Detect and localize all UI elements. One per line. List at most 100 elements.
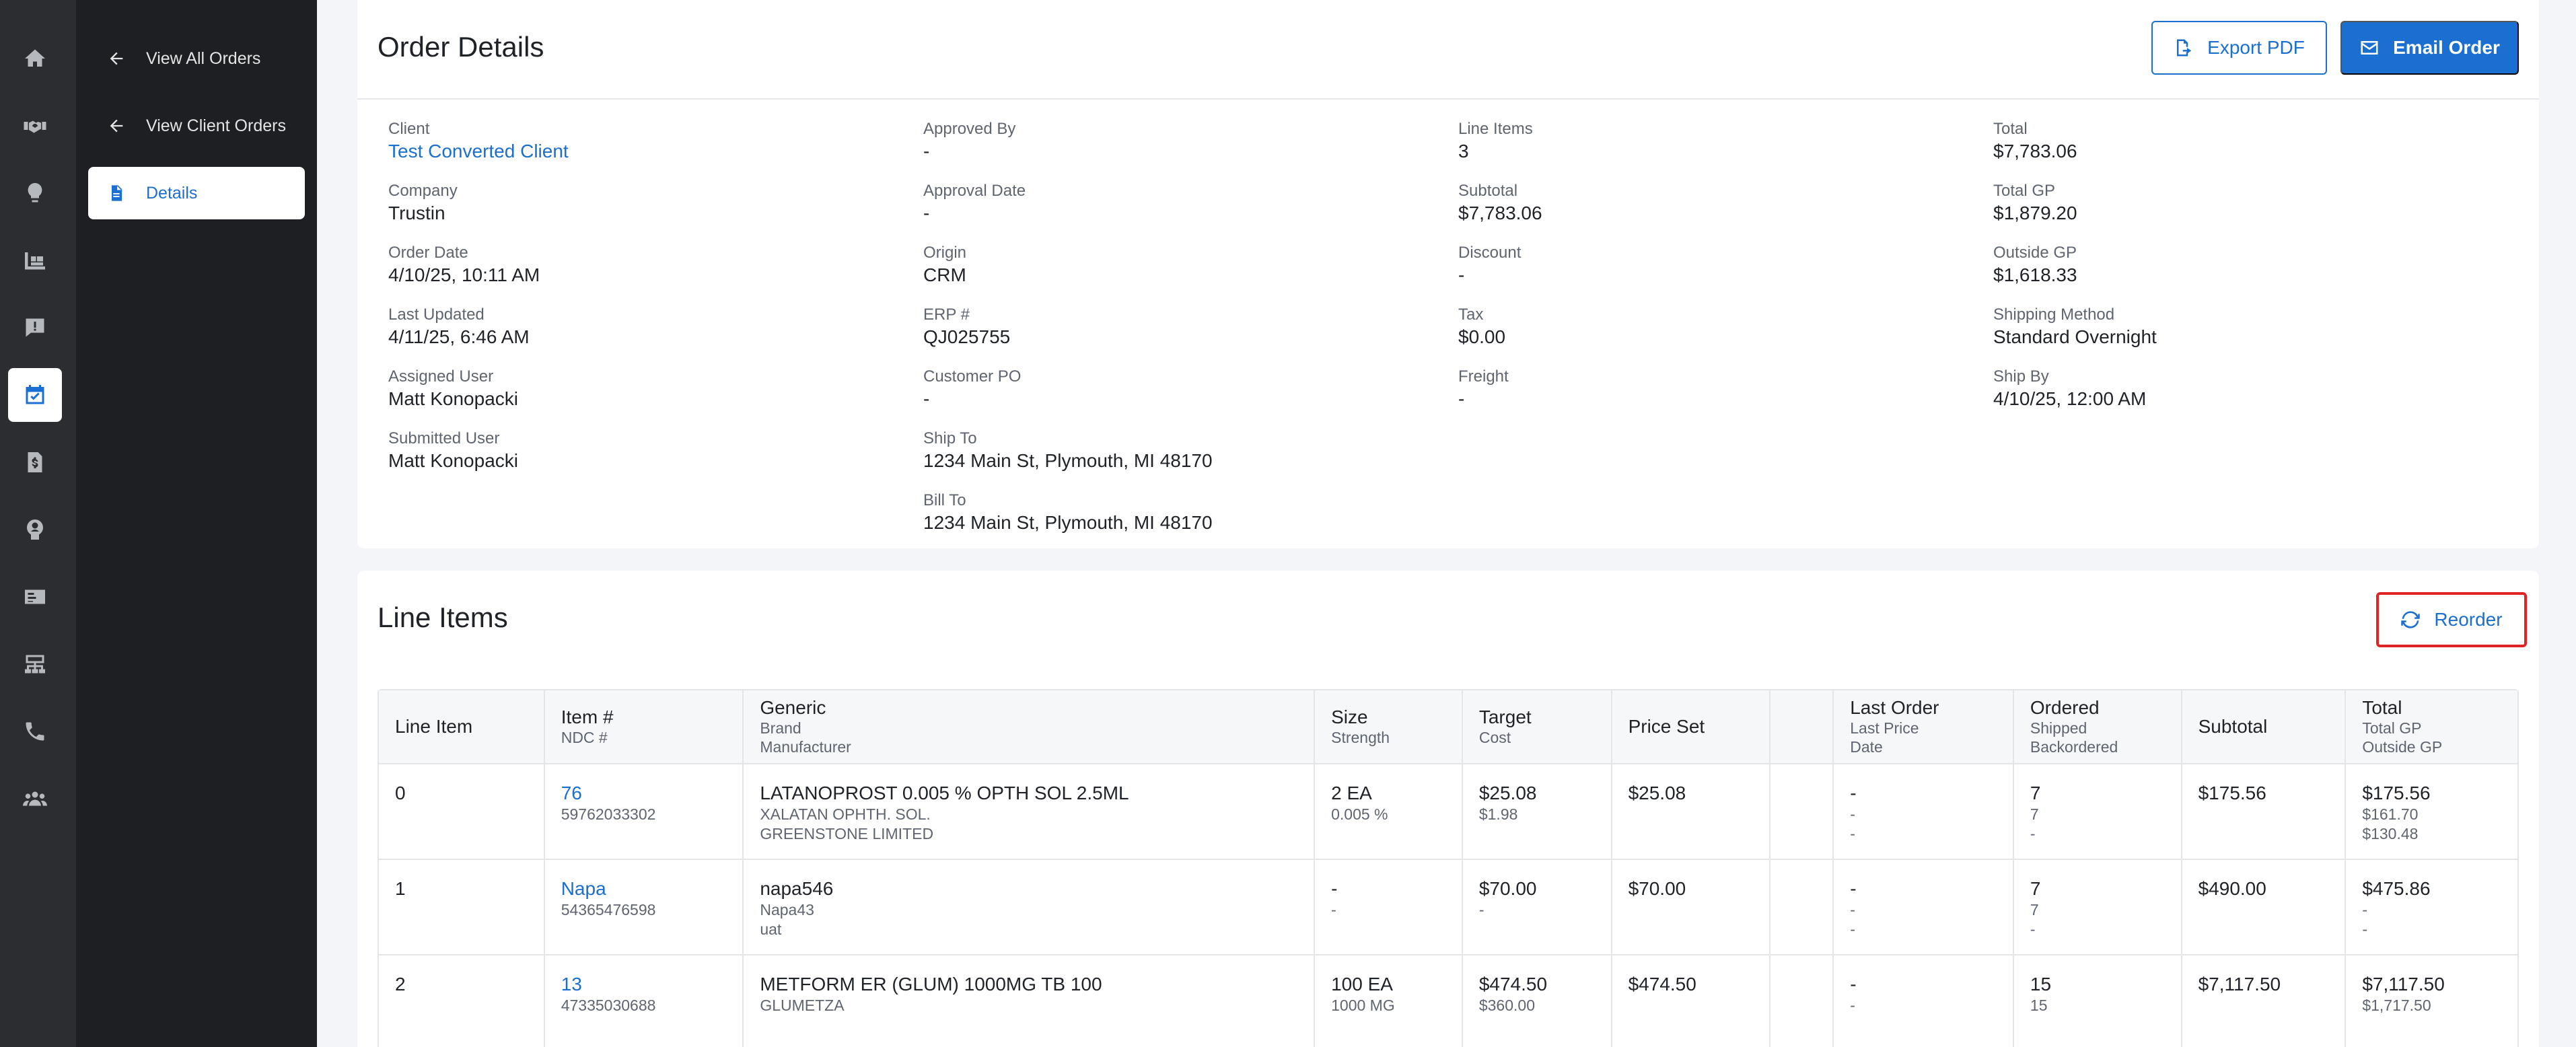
order-details-title: Order Details [378, 31, 544, 63]
nav-contacts[interactable] [8, 570, 62, 624]
cell-generic: napa546 Napa43 uat [744, 860, 1316, 954]
cell-generic: LATANOPROST 0.005 % OPTH SOL 2.5ML XALATA… [744, 764, 1316, 859]
nav-organization[interactable] [8, 637, 62, 691]
header-divider [357, 98, 2539, 100]
company-field: Company Trustin [388, 180, 900, 242]
reorder-label: Reorder [2434, 609, 2503, 630]
id-card-icon [25, 589, 45, 604]
icon-rail [0, 0, 76, 1047]
field-label: Total [1993, 120, 2028, 138]
assigned-user-field: Assigned User Matt Konopacki [388, 366, 900, 428]
cell-blank [1770, 955, 1834, 1047]
item-number-link[interactable]: 13 [561, 974, 582, 995]
table-row: 2 13 47335030688 METFORM ER (GLUM) 1000MG… [379, 955, 2517, 1047]
field-label: Order Date [388, 244, 468, 262]
reorder-button[interactable]: Reorder [2376, 592, 2527, 647]
header-size[interactable]: Size Strength [1315, 690, 1463, 763]
cell-last-order: --- [1834, 764, 2014, 859]
field-value: 3 [1458, 141, 1469, 161]
item-number-link[interactable]: 76 [561, 783, 582, 803]
field-label: Ship To [923, 429, 977, 447]
details-column-1: Client Test Converted Client Company Tru… [388, 118, 900, 490]
discount-field: Discount - [1458, 242, 1970, 304]
document-icon [107, 184, 126, 203]
field-label: Bill To [923, 491, 966, 509]
client-link[interactable]: Test Converted Client [388, 141, 569, 161]
origin-field: Origin CRM [923, 242, 1435, 304]
cell-line-item: 2 [379, 955, 545, 1047]
header-price-set[interactable]: Price Set [1612, 690, 1771, 763]
field-value: 4/10/25, 12:00 AM [1993, 388, 2147, 409]
field-label: Submitted User [388, 429, 500, 447]
field-label: Approval Date [923, 182, 1026, 200]
freight-field: Freight - [1458, 366, 1970, 428]
export-pdf-button[interactable]: Export PDF [2151, 21, 2327, 75]
approved-by-field: Approved By - [923, 118, 1435, 180]
header-subtotal[interactable]: Subtotal [2182, 690, 2347, 763]
nav-team[interactable] [8, 772, 62, 826]
nav-home[interactable] [8, 32, 62, 85]
details-link[interactable]: Details [88, 167, 305, 219]
ship-by-field: Ship By 4/10/25, 12:00 AM [1993, 366, 2505, 428]
table-row: 1 Napa 54365476598 napa546 Napa43 uat -- $7… [379, 860, 2517, 955]
header-ordered[interactable]: Ordered Shipped Backordered [2014, 690, 2182, 763]
item-number-link[interactable]: Napa [561, 878, 606, 899]
cell-size: 2 EA 0.005 % [1315, 764, 1463, 859]
header-last-order[interactable]: Last Order Last Price Date [1834, 690, 2014, 763]
header-line-item[interactable]: Line Item [379, 690, 545, 763]
table-header: Line Item Item # NDC # Generic Brand Man… [379, 690, 2517, 764]
nav-opportunities[interactable] [8, 166, 62, 220]
cell-size: 100 EA 1000 MG [1315, 955, 1463, 1047]
nav-clients[interactable] [8, 99, 62, 153]
field-value: 4/10/25, 10:11 AM [388, 264, 540, 285]
alert-message-icon [26, 318, 44, 337]
cell-total: $7,117.50 $1,717.50 [2362, 974, 2445, 1014]
field-label: Approved By [923, 120, 1016, 138]
nav-orders[interactable] [8, 368, 62, 422]
field-label: Line Items [1458, 120, 1533, 138]
header-generic[interactable]: Generic Brand Manufacturer [744, 690, 1316, 763]
cell-last-order: --- [1834, 860, 2014, 954]
cell-last-order: -- [1834, 955, 2014, 1047]
field-value: $7,783.06 [1458, 203, 1542, 223]
table-row: 0 76 59762033302 LATANOPROST 0.005 % OPTH… [379, 764, 2517, 860]
tax-field: Tax $0.00 [1458, 304, 1970, 366]
calendar-check-icon [26, 385, 44, 404]
field-label: ERP # [923, 305, 970, 324]
lightbulb-icon [28, 183, 42, 203]
cell-target: $474.50 $360.00 [1463, 955, 1612, 1047]
field-label: Tax [1458, 305, 1484, 324]
nav-inventory[interactable] [8, 233, 62, 287]
field-value: 1234 Main St, Plymouth, MI 48170 [923, 450, 1213, 471]
cell-line-item: 0 [379, 764, 545, 859]
nav-reps[interactable] [8, 503, 62, 556]
cell-subtotal: $175.56 [2182, 764, 2347, 859]
field-label: Client [388, 120, 430, 138]
subnav-label: View All Orders [146, 48, 261, 68]
order-date-field: Order Date 4/10/25, 10:11 AM [388, 242, 900, 304]
field-value: CRM [923, 264, 966, 285]
last-updated-field: Last Updated 4/11/25, 6:46 AM [388, 304, 900, 366]
phone-icon [26, 722, 44, 741]
ship-to-field: Ship To 1234 Main St, Plymouth, MI 48170 [923, 428, 1435, 490]
order-details-card: Order Details Export PDF Email Order Cli… [357, 0, 2539, 548]
field-label: Ship By [1993, 367, 2049, 386]
header-target[interactable]: Target Cost [1463, 690, 1612, 763]
view-client-orders-link[interactable]: View Client Orders [88, 100, 305, 152]
header-total[interactable]: Total Total GP Outside GP [2362, 697, 2443, 756]
email-order-label: Email Order [2393, 37, 2500, 58]
header-item-number[interactable]: Item # NDC # [545, 690, 744, 763]
line-items-table: Line Item Item # NDC # Generic Brand Man… [378, 689, 2519, 1047]
field-value: $0.00 [1458, 326, 1506, 347]
view-all-orders-link[interactable]: View All Orders [88, 32, 305, 85]
nav-alerts[interactable] [8, 301, 62, 355]
field-label: Company [388, 182, 458, 200]
field-value: - [923, 203, 930, 223]
email-order-button[interactable]: Email Order [2340, 21, 2519, 75]
cell-subtotal: $7,117.50 [2182, 955, 2347, 1047]
nav-calls[interactable] [8, 705, 62, 758]
arrow-left-icon [107, 49, 126, 68]
nav-invoices[interactable] [8, 435, 62, 489]
cell-item-number: 13 47335030688 [545, 955, 744, 1047]
